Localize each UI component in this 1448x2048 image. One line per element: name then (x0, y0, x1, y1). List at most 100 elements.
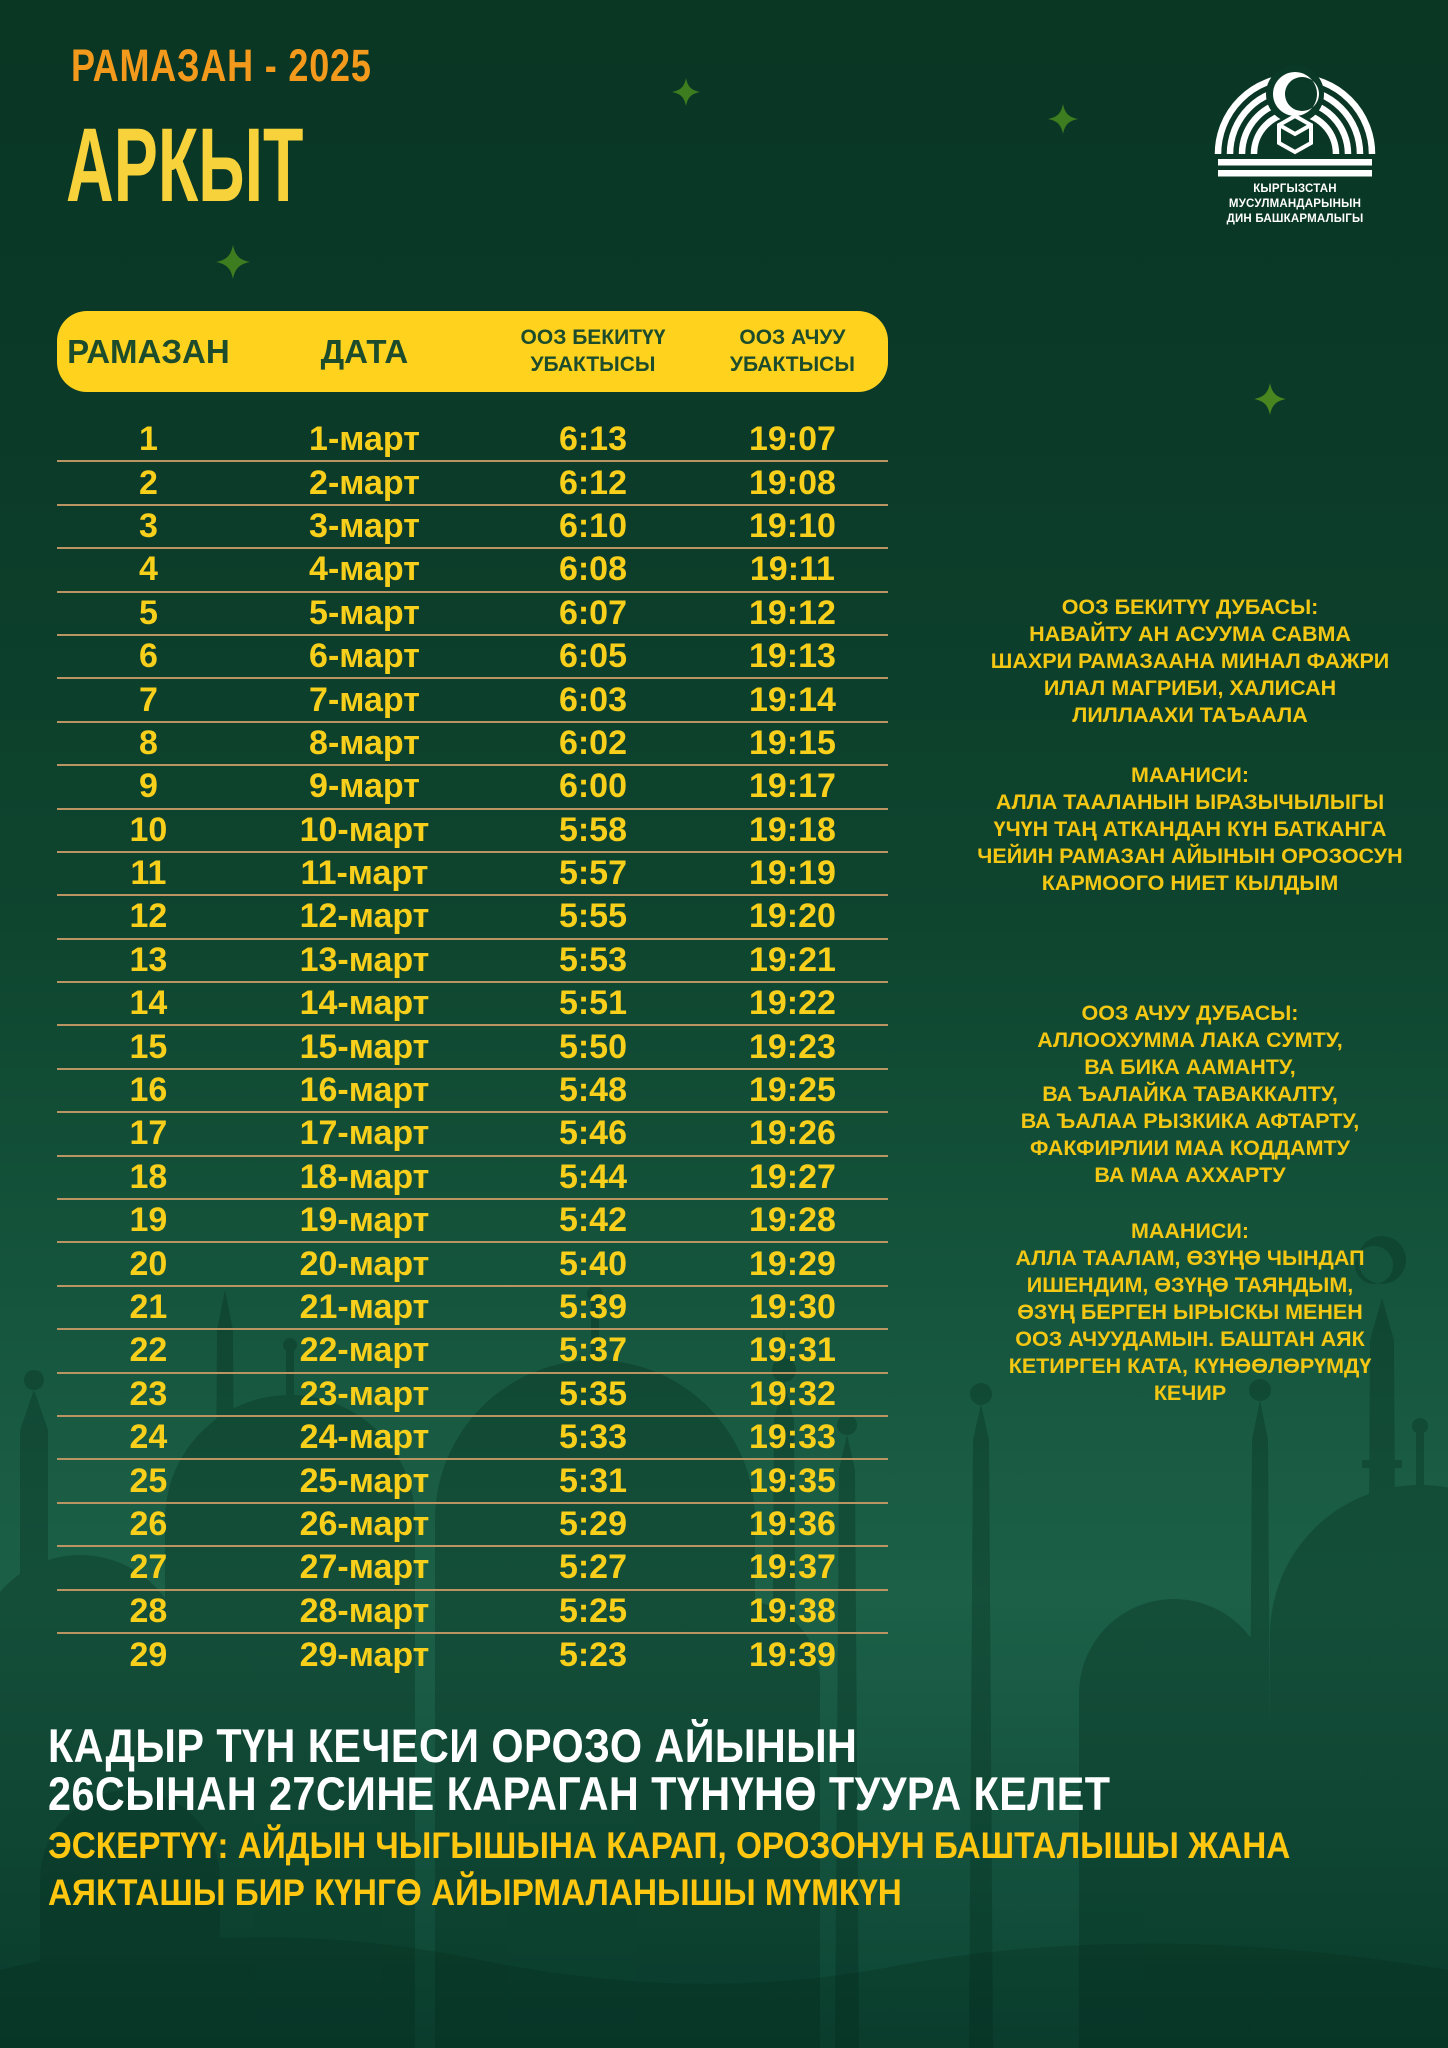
table-cell: 3-март (309, 506, 420, 545)
meaning-lines: АЛЛА ТААЛАМ, ӨЗҮҢӨ ЧЫНДАП ИШЕНДИМ, ӨЗҮҢӨ … (955, 1245, 1425, 1407)
table-cell: 16-март (299, 1071, 430, 1110)
table-cell: 4 (138, 550, 158, 589)
table-cell: 28-март (299, 1591, 430, 1630)
table-cell: 5:51 (558, 984, 628, 1023)
table-cell: 5:40 (558, 1244, 628, 1283)
table-cell: 5:27 (558, 1548, 628, 1587)
table-cell: 8 (138, 723, 158, 762)
table-cell: 12-март (299, 897, 430, 936)
table-row: 14 14-март 5:51 19:22 (57, 983, 888, 1027)
meaning-title: МААНИСИ: (1130, 1219, 1250, 1243)
table-cell: 19:18 (748, 810, 836, 849)
dua-lines: НАВАЙТУ АН АСУУМА САВМА ШАХРИ РАМАЗААНА М… (955, 621, 1425, 729)
text-line: ӨЗҮҢ БЕРГЕН ЫРЫСКЫ МЕНЕН (1017, 1300, 1363, 1324)
table-cell: 6:02 (558, 723, 628, 762)
table-cell: 5:37 (558, 1331, 628, 1370)
table-cell: 20 (129, 1244, 168, 1283)
table-cell: 19:35 (748, 1461, 836, 1500)
table-cell: 5:29 (558, 1504, 628, 1543)
text-line: КЕЧИР (1153, 1381, 1227, 1405)
kadyr-tun-note: КАДЫР ТҮН КЕЧЕСИ ОРОЗО АЙЫНЫН 26СЫНАН 27С… (48, 1722, 1110, 1818)
table-cell: 6:07 (558, 593, 628, 632)
sparkle-icon (1254, 383, 1286, 415)
table-cell: 19:21 (748, 940, 836, 979)
table-cell: 29-март (299, 1636, 430, 1675)
table-cell: 1-март (309, 420, 420, 459)
table-cell: 6:05 (558, 637, 628, 676)
table-cell: 13 (129, 940, 168, 979)
table-cell: 5:33 (558, 1418, 628, 1457)
table-cell: 6:00 (558, 767, 628, 806)
text-line: ИЛАЛ МАГРИБИ, ХАЛИСАН (1043, 676, 1337, 700)
table-row: 2 2-март 6:12 19:08 (57, 462, 888, 506)
table-cell: 19:07 (748, 420, 836, 459)
table-cell: 19:11 (749, 550, 835, 589)
text-line: ШАХРИ РАМАЗААНА МИНАЛ ФАЖРИ (990, 649, 1390, 673)
table-cell: 21-март (299, 1288, 430, 1326)
text-line: ВА ЪАЛАА РЫЗКИКА АФТАРТУ, (1020, 1109, 1360, 1133)
text-line: ВА БИКА ААМАНТУ, (1084, 1055, 1296, 1079)
table-cell: 17 (129, 1114, 168, 1153)
table-row: 9 9-март 6:00 19:17 (57, 766, 888, 810)
meaning-title: МААНИСИ: (1130, 763, 1250, 787)
table-row: 12 12-март 5:55 19:20 (57, 896, 888, 940)
sparkle-icon (216, 245, 250, 279)
table-cell: 6:12 (558, 463, 628, 502)
table-cell: 5:50 (558, 1027, 628, 1066)
table-row: 16 16-март 5:48 19:25 (57, 1070, 888, 1114)
table-row: 25 25-март 5:31 19:35 (57, 1460, 888, 1504)
table-row: 13 13-март 5:53 19:21 (57, 940, 888, 984)
table-row: 1 1-март 6:13 19:07 (57, 419, 888, 463)
table-cell: 19:28 (748, 1201, 836, 1240)
table-cell: 19:20 (748, 897, 836, 936)
text-line: ООЗ АЧУУДАМЫН. БАШТАН АЯК (1015, 1327, 1365, 1351)
table-cell: 9 (138, 767, 158, 806)
table-cell: 5:48 (558, 1071, 628, 1110)
table-row: 8 8-март 6:02 19:15 (57, 723, 888, 767)
table-cell: 5:25 (558, 1591, 628, 1630)
table-row: 5 5-март 6:07 19:12 (57, 593, 888, 636)
logo-text-line1: КЫРГЫЗСТАН МУСУЛМАНДАРЫНЫН (1228, 183, 1362, 210)
table-header-cell: ДАТА (320, 332, 409, 370)
table-cell: 6 (138, 637, 158, 676)
table-cell: 16 (129, 1071, 168, 1110)
table-cell: 19:17 (748, 767, 836, 806)
table-cell: 19:29 (748, 1244, 836, 1283)
table-cell: 19:23 (748, 1027, 836, 1066)
table-row: 15 15-март 5:50 19:23 (57, 1026, 888, 1070)
table-cell: 14-март (299, 984, 430, 1023)
table-cell: 19:13 (748, 637, 836, 676)
table-cell: 19:32 (748, 1374, 836, 1413)
text-line: ЭСКЕРТҮҮ: АЙДЫН ЧЫГЫШЫНА КАРАП, ОРОЗОНУН… (48, 1825, 1291, 1866)
table-cell: 11-март (300, 854, 429, 893)
text-line: ФАКФИРЛИИ МАА КОДДАМТУ (1029, 1136, 1350, 1160)
table-row: 4 4-март 6:08 19:11 (57, 549, 888, 593)
table-cell: 8-март (309, 723, 420, 762)
table-row: 26 26-март 5:29 19:36 (57, 1504, 888, 1548)
table-row: 27 27-март 5:27 19:37 (57, 1547, 888, 1591)
text-line: АЯКТАШЫ БИР КҮНГӨ АЙЫРМАЛАНЫШЫ МҮМКҮН (48, 1872, 902, 1913)
table-cell: 5:57 (558, 854, 628, 893)
text-line: ЧЕЙИН РАМАЗАН АЙЫНЫН ОРОЗОСУН (977, 844, 1403, 868)
table-cell: 15-март (299, 1027, 430, 1066)
table-cell: 11 (130, 854, 167, 893)
table-cell: 7-март (309, 680, 420, 719)
table-row: 10 10-март 5:58 19:18 (57, 810, 888, 853)
table-cell: 23-март (299, 1374, 430, 1413)
table-cell: 19:30 (748, 1288, 836, 1326)
table-cell: 5:53 (558, 940, 628, 979)
table-cell: 10 (129, 810, 168, 849)
text-line: ВА МАА АХХАРТУ (1094, 1163, 1286, 1187)
table-cell: 4-март (309, 550, 420, 589)
text-line: АЛЛА ТААЛАМ, ӨЗҮҢӨ ЧЫНДАП (1015, 1246, 1365, 1270)
table-cell: 5:39 (558, 1288, 628, 1326)
table-cell: 22 (129, 1331, 168, 1370)
table-cell: 19:38 (748, 1591, 836, 1630)
table-header: РАМАЗАН ДАТА ООЗ БЕКИТҮҮ УБАКТЫСЫ ООЗ АЧУУ … (57, 311, 888, 392)
table-cell: 19:14 (748, 680, 836, 719)
table-header-cell: ООЗ БЕКИТҮҮ УБАКТЫСЫ (520, 326, 666, 376)
table-row: 7 7-март 6:03 19:14 (57, 679, 888, 723)
page-title-year: РАМАЗАН - 2025 (71, 40, 372, 91)
table-cell: 2 (138, 463, 158, 502)
table-cell: 29 (129, 1636, 168, 1675)
